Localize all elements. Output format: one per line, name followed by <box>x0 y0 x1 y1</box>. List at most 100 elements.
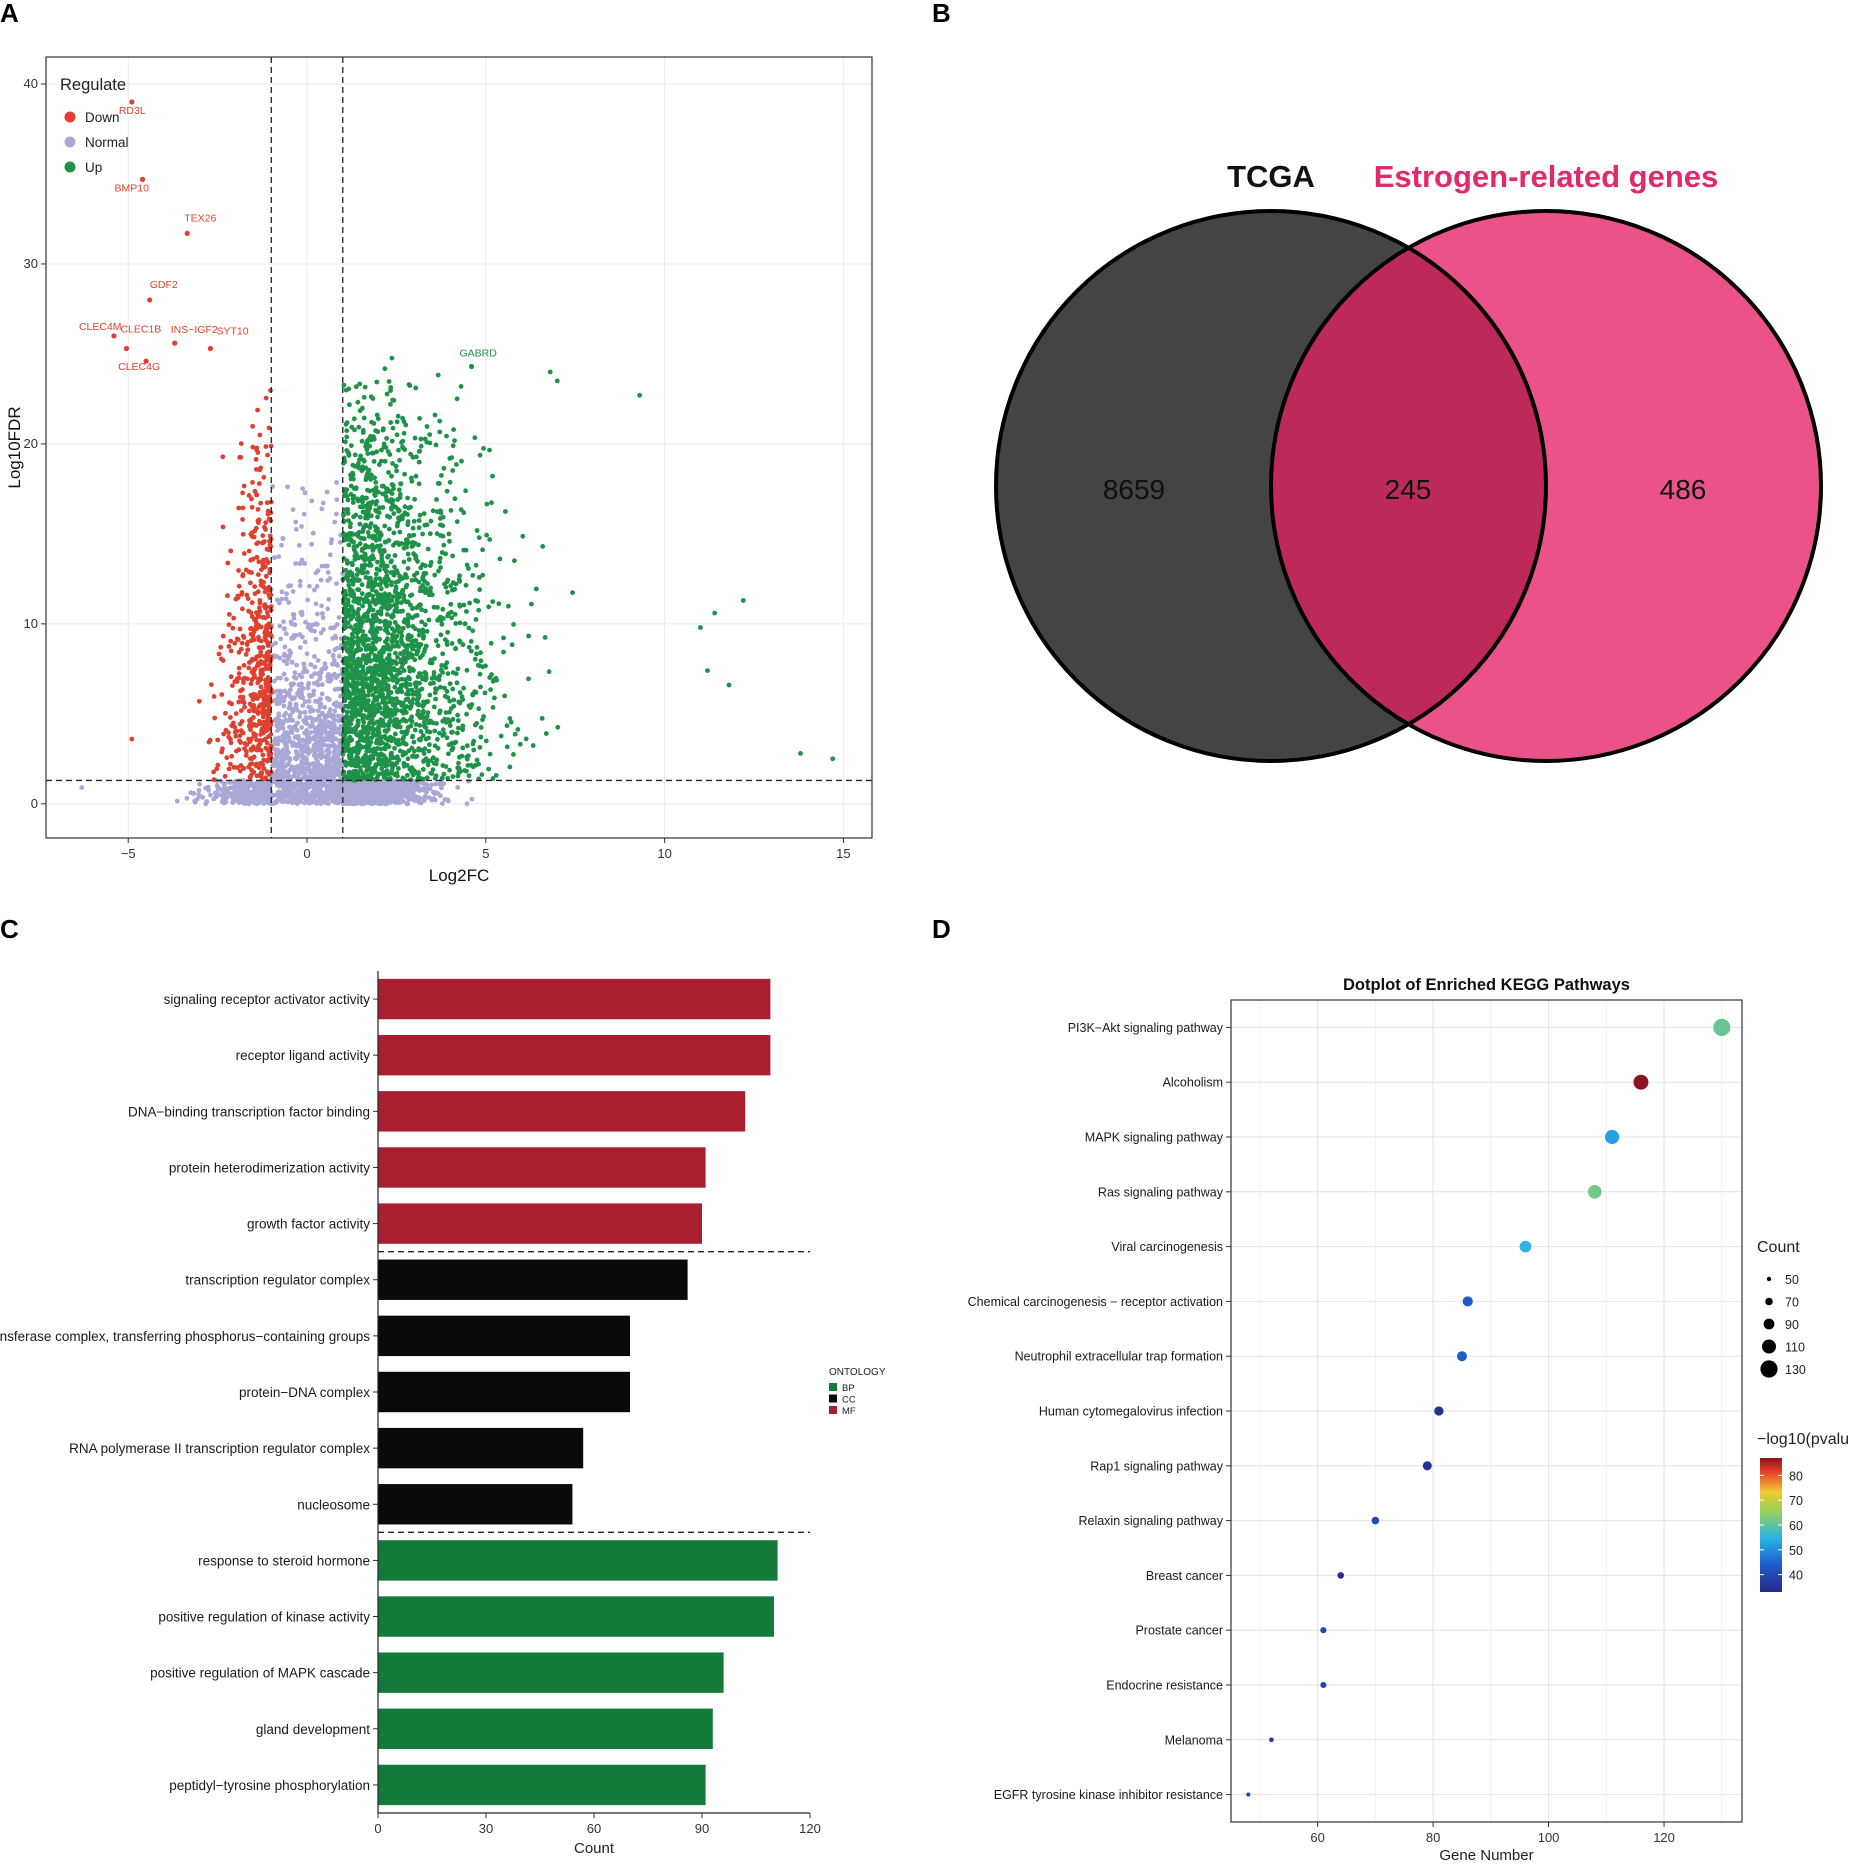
volcano-point-up <box>447 767 452 773</box>
volcano-point-up <box>440 727 446 733</box>
volcano-point-up <box>396 722 401 728</box>
volcano-point-up <box>377 462 382 467</box>
volcano-point-up <box>369 649 374 655</box>
volcano-point-normal <box>421 787 427 793</box>
volcano-point-up <box>351 708 357 714</box>
volcano-point-up <box>353 666 359 672</box>
volcano-point-normal <box>344 788 349 794</box>
volcano-point-up <box>438 522 443 528</box>
volcano-point-up <box>350 608 356 614</box>
volcano-point-up <box>361 614 366 620</box>
volcano-point-normal <box>281 619 286 625</box>
volcano-point-up <box>392 755 398 761</box>
volcano-point-normal <box>392 790 398 795</box>
volcano-point-normal <box>329 792 334 798</box>
volcano-point-normal <box>322 661 328 667</box>
volcano-point-normal <box>408 796 413 802</box>
volcano-point-up <box>468 705 473 710</box>
volcano-point-up <box>435 372 441 378</box>
volcano-point-up <box>364 659 370 665</box>
volcano-point-normal <box>240 789 245 794</box>
volcano-point-normal <box>334 622 340 627</box>
volcano-point-up <box>478 650 483 656</box>
volcano-point-normal <box>266 788 272 794</box>
volcano-xtick-label-0: −5 <box>121 846 136 861</box>
volcano-point-up <box>369 472 374 478</box>
volcano-point-up <box>458 384 464 389</box>
volcano-point-normal <box>296 682 302 688</box>
volcano-point-up <box>345 597 351 603</box>
volcano-point-normal <box>293 561 298 566</box>
volcano-point-up <box>399 541 404 546</box>
volcano-point-normal <box>313 601 319 607</box>
volcano-point-up <box>398 637 404 643</box>
volcano-point-normal <box>284 730 290 735</box>
volcano-point-normal <box>325 570 331 575</box>
volcano-point-up <box>447 681 453 687</box>
volcano-point-up <box>405 725 411 730</box>
volcano-point-normal <box>222 795 227 801</box>
volcano-point-normal <box>286 600 292 605</box>
volcano-point-normal <box>333 702 338 708</box>
volcano-point-normal <box>296 770 302 776</box>
volcano-point-normal <box>315 658 321 663</box>
volcano-point-up <box>381 645 386 650</box>
volcano-point-up <box>350 462 356 468</box>
volcano-point-normal <box>324 771 330 777</box>
volcano-point-up <box>390 677 396 683</box>
volcano-point-up <box>373 480 379 485</box>
volcano-point-up <box>413 385 419 391</box>
volcano-point-up <box>418 585 424 591</box>
volcano-point-up <box>466 625 472 631</box>
volcano-point-up <box>431 680 436 686</box>
volcano-point-up <box>452 438 457 443</box>
volcano-point-normal <box>445 798 451 804</box>
volcano-point-up <box>370 700 376 706</box>
volcano-point-up <box>425 546 431 552</box>
volcano-point-up <box>344 487 350 493</box>
volcano-point-up <box>397 629 402 635</box>
volcano-point-up <box>361 599 367 605</box>
volcano-point-up <box>435 736 440 742</box>
volcano-point-normal <box>334 662 339 667</box>
volcano-point-up <box>348 443 354 448</box>
volcano-point-normal <box>295 690 300 696</box>
volcano-point-up <box>403 697 409 703</box>
volcano-point-up <box>370 450 376 456</box>
volcano-point-up <box>394 696 399 702</box>
volcano-point-normal <box>319 682 325 687</box>
volcano-point-up <box>477 587 482 593</box>
volcano-point-up <box>400 775 406 781</box>
volcano-point-up <box>372 545 378 550</box>
volcano-point-up <box>387 514 393 520</box>
volcano-point-up <box>454 396 460 402</box>
volcano-point-up <box>501 649 506 655</box>
volcano-point-up <box>416 688 422 693</box>
volcano-point-normal <box>302 720 308 726</box>
volcano-point-up <box>418 642 424 648</box>
volcano-point-normal <box>306 622 312 628</box>
volcano-point-up <box>392 553 398 558</box>
volcano-point-up <box>401 649 407 654</box>
volcano-point-normal <box>351 800 357 806</box>
volcano-point-up <box>455 725 461 731</box>
volcano-point-normal <box>287 653 292 659</box>
volcano-point-normal <box>197 781 203 787</box>
volcano-point-up <box>417 655 423 661</box>
volcano-point-normal <box>304 651 310 657</box>
volcano-point-up <box>368 707 374 712</box>
volcano-point-normal <box>281 713 287 719</box>
volcano-point-up <box>360 664 366 670</box>
volcano-point-up <box>367 436 372 441</box>
volcano-point-up <box>414 454 419 460</box>
volcano-point-up <box>375 514 380 520</box>
volcano-point-normal <box>281 653 287 658</box>
volcano-point-normal <box>281 671 287 677</box>
volcano-point-normal <box>307 692 312 698</box>
volcano-point-up <box>343 507 349 512</box>
volcano-point-up <box>432 690 438 696</box>
volcano-point-normal <box>315 611 320 617</box>
volcano-point-normal <box>319 506 325 512</box>
volcano-point-up <box>464 711 469 717</box>
volcano-point-normal <box>289 659 295 665</box>
